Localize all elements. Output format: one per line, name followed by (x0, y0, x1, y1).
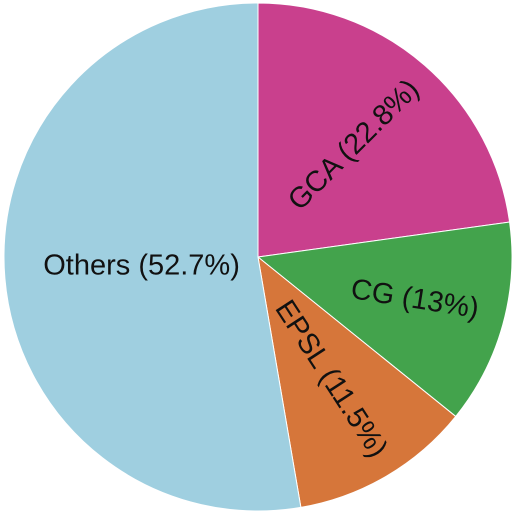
pie-slice-gca (257, 2, 511, 258)
slice-label-others: Others (52.7%) (43, 250, 240, 282)
pie-slices (3, 2, 513, 512)
pie-slice-cg (256, 221, 513, 418)
pie-slice-epsl (257, 255, 457, 508)
pie-slice-others (3, 2, 302, 512)
